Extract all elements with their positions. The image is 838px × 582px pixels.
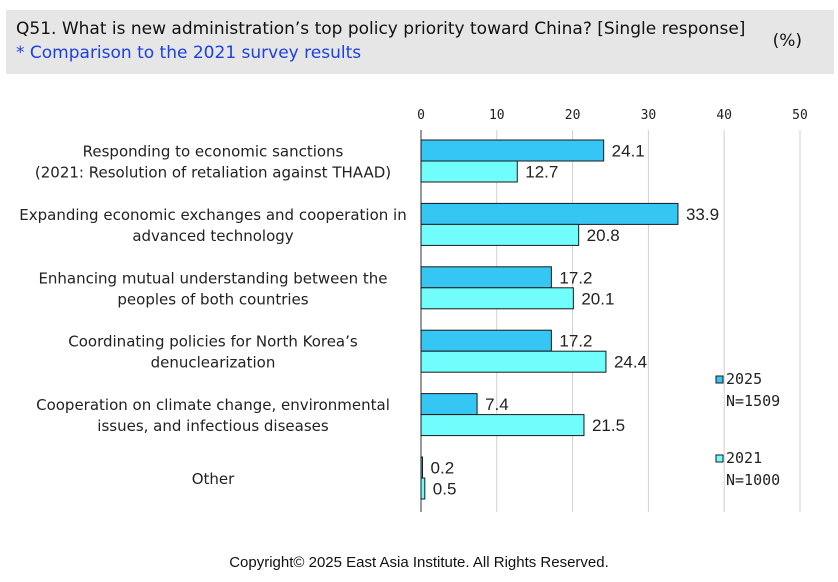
value-label-2025-1: 33.9 (686, 205, 719, 224)
legend-label-2025: 2025 (726, 370, 762, 388)
bar-2021-4 (420, 414, 585, 437)
legend-label-2021: 2021 (726, 449, 762, 467)
bar-2021-2 (420, 287, 574, 310)
bar-2021-0 (420, 160, 518, 183)
legend-swatch-2025 (715, 375, 724, 384)
bar-2025-5 (420, 456, 424, 479)
category-label-3-0: Coordinating policies for North Korea’s (68, 333, 358, 351)
category-label-5-0: Other (192, 470, 235, 488)
value-label-2021-5: 0.5 (433, 480, 457, 499)
legend-n-2025: N=1509 (726, 392, 780, 410)
comparison-subtitle: * Comparison to the 2021 survey results (16, 43, 362, 63)
x-tick-label-50: 50 (792, 108, 808, 123)
bar-2025-4 (420, 393, 478, 416)
category-label-2-0: Enhancing mutual understanding between t… (38, 269, 387, 287)
copyright-footer: Copyright© 2025 East Asia Institute. All… (229, 554, 609, 571)
question-title: Q51. What is new administration’s top po… (16, 19, 746, 39)
category-label-1-1: advanced technology (132, 227, 293, 245)
bar-2021-1 (420, 223, 580, 246)
value-label-2021-2: 20.1 (581, 289, 614, 308)
category-label-4-0: Cooperation on climate change, environme… (36, 396, 390, 414)
value-label-2021-4: 21.5 (592, 416, 625, 435)
category-label-2-1: peoples of both countries (117, 290, 308, 308)
category-label-0-0: Responding to economic sanctions (83, 143, 344, 161)
bar-2025-3 (420, 329, 552, 352)
value-label-2025-0: 24.1 (612, 142, 645, 161)
bar-2021-5 (420, 477, 426, 500)
bar-2025-0 (420, 139, 605, 162)
value-label-2021-1: 20.8 (587, 226, 620, 245)
category-label-1-0: Expanding economic exchanges and coopera… (19, 206, 406, 224)
question-header: Q51. What is new administration’s top po… (6, 10, 834, 74)
x-tick-label-20: 20 (565, 108, 581, 123)
category-label-3-1: denuclearization (151, 354, 276, 372)
category-label-0-1: (2021: Resolution of retaliation against… (35, 164, 391, 182)
value-label-2025-2: 17.2 (559, 268, 592, 287)
legend-n-2021: N=1000 (726, 471, 780, 489)
value-label-2021-3: 24.4 (614, 353, 647, 372)
x-tick-label-10: 10 (489, 108, 505, 123)
bar-2025-1 (420, 202, 679, 225)
value-label-2025-5: 0.2 (431, 459, 455, 478)
x-tick-label-40: 40 (716, 108, 732, 123)
value-label-2021-0: 12.7 (525, 163, 558, 182)
legend-swatch-2021 (715, 454, 724, 463)
category-label-4-1: issues, and infectious diseases (97, 417, 329, 435)
unit-label: (%) (772, 31, 802, 51)
x-tick-label-0: 0 (417, 108, 425, 123)
bar-2025-2 (420, 266, 552, 289)
value-label-2025-4: 7.4 (485, 395, 509, 414)
value-label-2025-3: 17.2 (559, 332, 592, 351)
x-tick-label-30: 30 (641, 108, 657, 123)
bar-2021-3 (420, 350, 607, 373)
